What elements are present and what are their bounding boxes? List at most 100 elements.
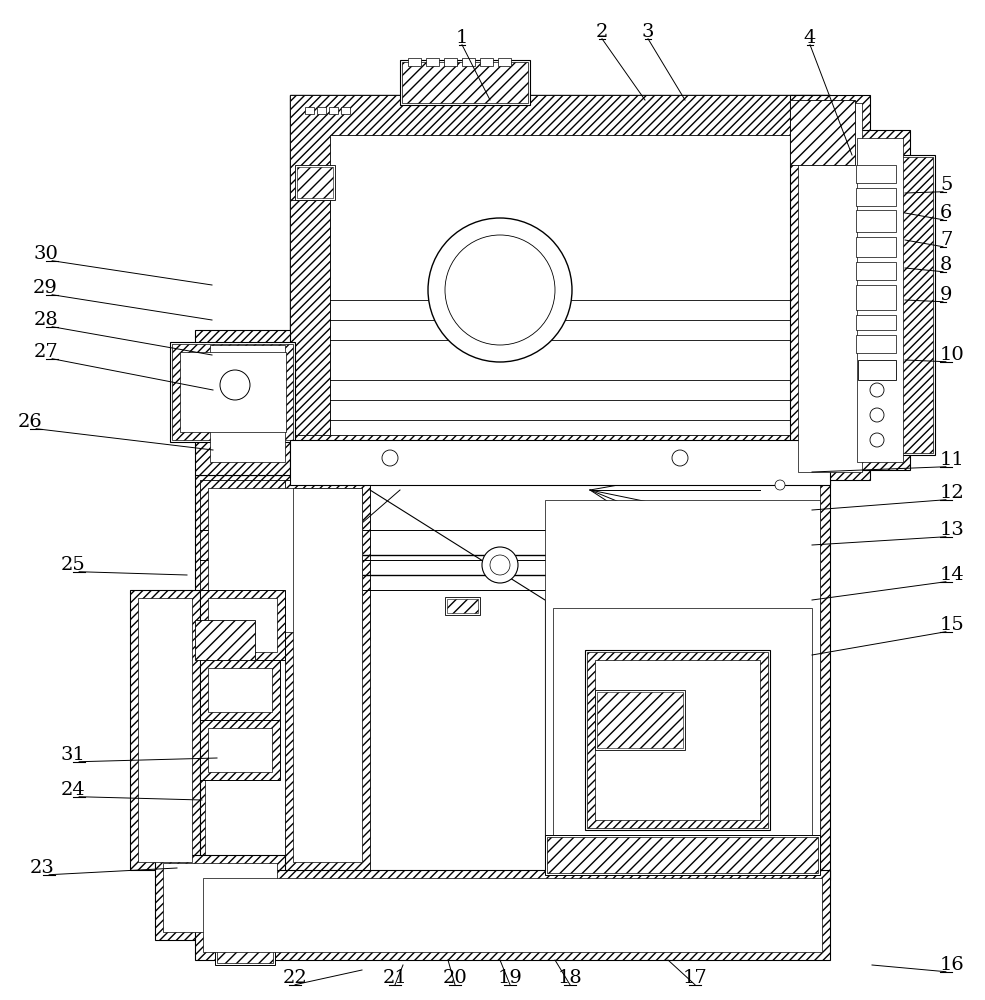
Bar <box>856 188 896 206</box>
Text: 20: 20 <box>442 969 467 987</box>
Bar <box>444 58 457 66</box>
Text: 22: 22 <box>283 969 307 987</box>
Bar <box>856 237 896 257</box>
Circle shape <box>428 218 572 362</box>
Text: 6: 6 <box>940 204 952 222</box>
Circle shape <box>307 175 323 191</box>
Polygon shape <box>857 138 903 462</box>
Polygon shape <box>195 870 830 960</box>
Polygon shape <box>595 660 760 820</box>
Circle shape <box>220 370 250 400</box>
Bar <box>858 360 896 380</box>
Text: 7: 7 <box>940 231 952 249</box>
Bar <box>317 107 326 114</box>
Polygon shape <box>210 345 285 462</box>
Polygon shape <box>163 863 277 932</box>
Polygon shape <box>790 100 855 165</box>
Polygon shape <box>293 488 362 862</box>
Circle shape <box>311 179 319 187</box>
Bar <box>856 285 896 310</box>
Polygon shape <box>553 608 812 862</box>
Text: 13: 13 <box>940 521 965 539</box>
Text: 9: 9 <box>940 286 952 304</box>
Polygon shape <box>155 855 285 940</box>
Polygon shape <box>203 878 822 952</box>
Text: 30: 30 <box>33 245 58 263</box>
Polygon shape <box>902 157 933 453</box>
Text: 15: 15 <box>940 616 964 634</box>
Polygon shape <box>200 660 280 720</box>
Text: 8: 8 <box>940 256 952 274</box>
Circle shape <box>382 450 398 466</box>
Bar <box>305 107 314 114</box>
Polygon shape <box>200 590 285 660</box>
Bar <box>329 107 338 114</box>
Circle shape <box>228 604 252 628</box>
Polygon shape <box>208 598 277 652</box>
Text: 25: 25 <box>60 556 85 574</box>
Circle shape <box>222 732 258 768</box>
Bar <box>290 95 830 475</box>
Circle shape <box>870 408 884 422</box>
Polygon shape <box>205 483 820 872</box>
Text: 28: 28 <box>33 311 58 329</box>
Text: 1: 1 <box>456 29 468 47</box>
Circle shape <box>672 450 688 466</box>
Polygon shape <box>547 837 818 873</box>
Polygon shape <box>208 668 272 712</box>
Polygon shape <box>138 598 192 862</box>
Circle shape <box>870 383 884 397</box>
Bar <box>856 315 896 330</box>
Text: 23: 23 <box>31 859 55 877</box>
Text: 2: 2 <box>596 23 608 41</box>
Text: 5: 5 <box>940 176 952 194</box>
Bar <box>856 335 896 353</box>
Polygon shape <box>297 167 333 198</box>
Text: 11: 11 <box>940 451 964 469</box>
Text: 21: 21 <box>382 969 408 987</box>
Bar <box>595 690 685 750</box>
Circle shape <box>775 480 785 490</box>
Circle shape <box>482 547 518 583</box>
Bar <box>856 262 896 280</box>
Polygon shape <box>545 500 820 870</box>
Circle shape <box>457 602 467 612</box>
Polygon shape <box>195 330 290 475</box>
Text: 14: 14 <box>940 566 964 584</box>
Polygon shape <box>200 480 370 640</box>
Text: 3: 3 <box>642 23 654 41</box>
Polygon shape <box>402 62 528 103</box>
Polygon shape <box>195 475 830 880</box>
Text: 4: 4 <box>804 29 817 47</box>
Text: 12: 12 <box>940 484 964 502</box>
Bar <box>545 835 820 875</box>
Polygon shape <box>597 692 683 748</box>
Bar <box>856 165 896 183</box>
Polygon shape <box>798 103 862 472</box>
Bar <box>341 107 350 114</box>
Text: 16: 16 <box>940 956 964 974</box>
Bar <box>498 58 511 66</box>
Polygon shape <box>200 720 280 780</box>
Polygon shape <box>285 480 370 870</box>
Bar <box>290 440 830 485</box>
Bar <box>170 342 295 442</box>
Text: 19: 19 <box>497 969 522 987</box>
Polygon shape <box>790 95 870 480</box>
Polygon shape <box>290 200 330 435</box>
Circle shape <box>445 235 555 345</box>
Polygon shape <box>217 922 273 963</box>
Circle shape <box>245 627 261 643</box>
Circle shape <box>225 675 255 705</box>
Bar <box>462 58 475 66</box>
Bar <box>445 597 480 615</box>
Bar <box>400 60 530 105</box>
Polygon shape <box>447 599 478 613</box>
Polygon shape <box>850 130 910 470</box>
Circle shape <box>213 633 231 651</box>
Polygon shape <box>587 652 768 828</box>
Polygon shape <box>130 590 200 870</box>
Bar <box>426 58 439 66</box>
Polygon shape <box>195 620 255 660</box>
Text: 29: 29 <box>33 279 58 297</box>
